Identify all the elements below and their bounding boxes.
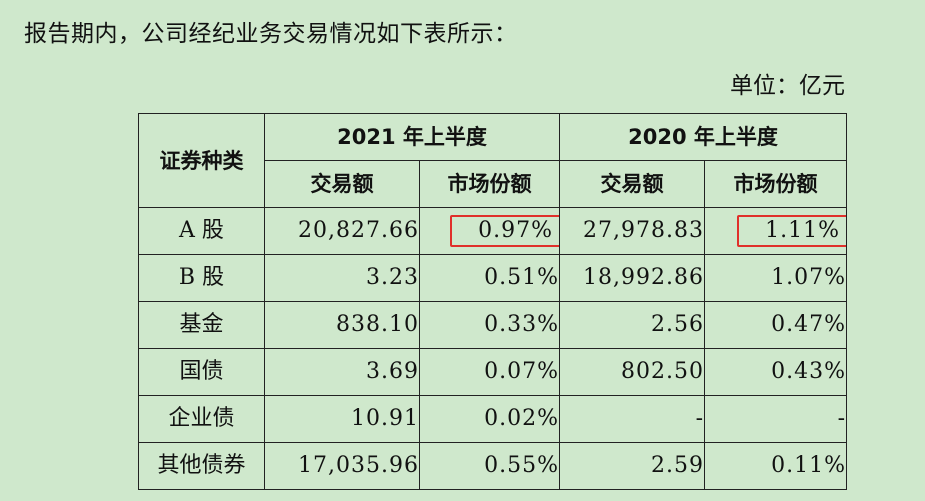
share-2021: 0.51%	[418, 254, 561, 302]
amount-2020: 27,978.83	[559, 207, 706, 255]
share-2020: 0.43%	[704, 348, 848, 396]
share-2020: 1.11%	[704, 207, 848, 255]
share-2021: 0.33%	[418, 301, 561, 349]
share-2020: 0.47%	[704, 301, 848, 349]
row-category: B 股	[138, 254, 265, 302]
table-row: A 股 20,827.66 0.97% 27,978.83 1.11%	[138, 207, 848, 255]
header-period-2020: 2020 年上半度	[559, 113, 848, 161]
table-header-row-1: 证券种类 2021 年上半度 2020 年上半度	[138, 113, 848, 208]
amount-2021: 3.69	[264, 348, 420, 396]
amount-2021: 3.23	[264, 254, 420, 302]
share-2020: 1.07%	[704, 254, 848, 302]
brokerage-trade-table: 证券种类 2021 年上半度 2020 年上半度 交易额 市场份额 交易额 市场…	[138, 113, 848, 490]
amount-2021: 10.91	[264, 395, 420, 443]
header-period-2021: 2021 年上半度	[263, 113, 561, 161]
amount-2020: 802.50	[559, 348, 706, 396]
amount-2020: 2.59	[559, 442, 706, 490]
table-row: 其他债券 17,035.96 0.55% 2.59 0.11%	[138, 442, 848, 490]
share-2021: 0.07%	[418, 348, 561, 396]
share-2020: -	[704, 395, 848, 443]
table-row: 企业债 10.91 0.02% - -	[138, 395, 848, 443]
row-category: 国债	[138, 348, 265, 396]
row-category: A 股	[138, 207, 265, 255]
table-row: 国债 3.69 0.07% 802.50 0.43%	[138, 348, 848, 396]
header-category: 证券种类	[138, 113, 265, 208]
highlighted-value: 0.97%	[450, 215, 559, 247]
share-2021: 0.02%	[418, 395, 561, 443]
table-row: B 股 3.23 0.51% 18,992.86 1.07%	[138, 254, 848, 302]
amount-2021: 17,035.96	[264, 442, 420, 490]
header-share-2021: 市场份额	[418, 160, 561, 208]
share-2021: 0.55%	[418, 442, 561, 490]
amount-2021: 20,827.66	[264, 207, 420, 255]
row-category: 基金	[138, 301, 265, 349]
header-amount-2021: 交易额	[264, 160, 420, 208]
share-2021: 0.97%	[418, 207, 561, 255]
amount-2020: 2.56	[559, 301, 706, 349]
unit-label: 单位：亿元	[730, 73, 845, 99]
amount-2021: 838.10	[264, 301, 420, 349]
row-category: 企业债	[138, 395, 265, 443]
row-category: 其他债券	[138, 442, 265, 490]
intro-paragraph: 报告期内，公司经纪业务交易情况如下表所示：	[24, 21, 518, 47]
amount-2020: -	[559, 395, 706, 443]
header-amount-2020: 交易额	[559, 160, 706, 208]
header-share-2020: 市场份额	[704, 160, 848, 208]
amount-2020: 18,992.86	[559, 254, 706, 302]
table-row: 基金 838.10 0.33% 2.56 0.47%	[138, 301, 848, 349]
share-2020: 0.11%	[704, 442, 848, 490]
highlighted-value: 1.11%	[737, 215, 846, 247]
